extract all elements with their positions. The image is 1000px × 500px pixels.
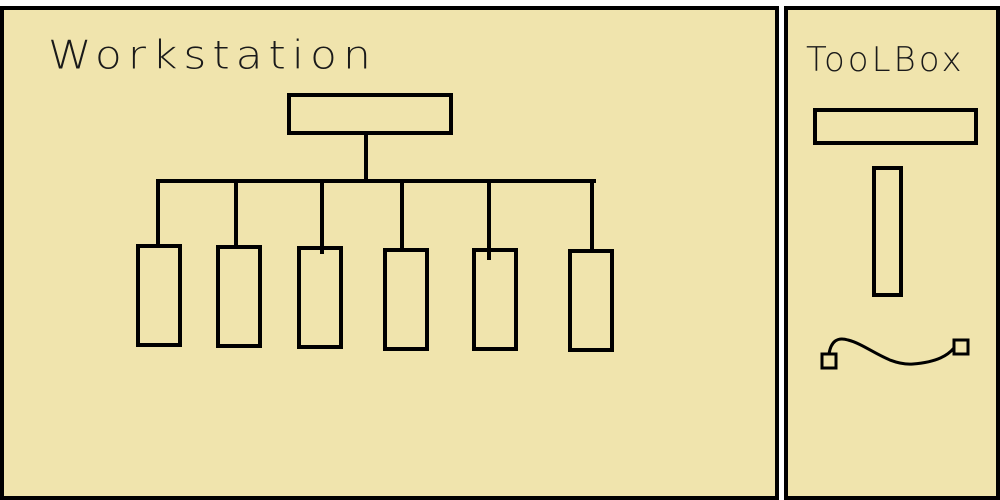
diagram-child-node[interactable] <box>297 246 343 349</box>
vertical-rectangle-icon[interactable] <box>872 166 903 297</box>
diagram-child-node[interactable] <box>383 248 429 351</box>
diagram-child-node[interactable] <box>568 249 614 352</box>
diagram-child-node[interactable] <box>216 245 262 348</box>
connector-curve-icon[interactable] <box>820 337 970 370</box>
workstation-diagram <box>136 93 614 352</box>
toolbox-title: TooLBox <box>806 40 965 80</box>
toolbox-tools <box>813 108 978 370</box>
toolbox-panel: TooLBox <box>784 6 1000 500</box>
diagram-child-node[interactable] <box>136 244 182 347</box>
workstation-title: Workstation <box>48 32 377 79</box>
horizontal-rectangle-icon[interactable] <box>813 108 978 145</box>
workstation-panel[interactable]: Workstation <box>0 6 779 500</box>
diagram-child-node[interactable] <box>472 248 518 351</box>
diagram-root-node[interactable] <box>287 93 453 135</box>
